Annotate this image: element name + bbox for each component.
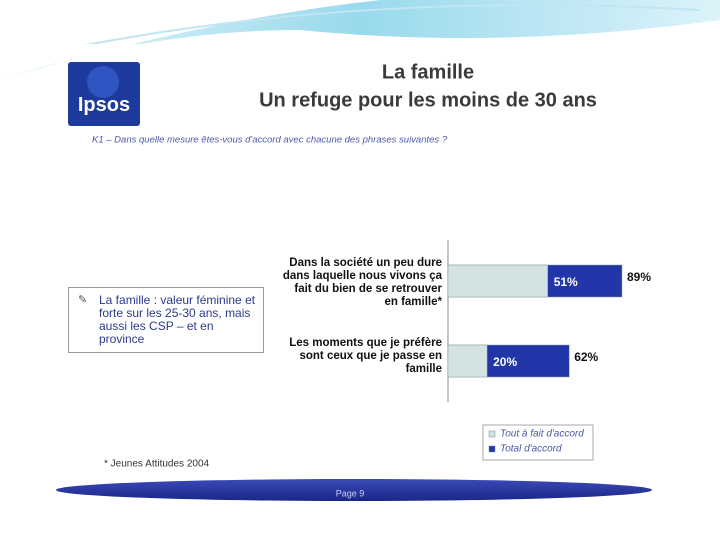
category-label: Les moments que je préfère sont ceux que…: [289, 337, 442, 375]
bar: [447, 344, 488, 378]
decoration: [0, 0, 720, 80]
value-label: 20%: [493, 355, 517, 369]
subtitle: Un refuge pour les moins de 30 ans: [259, 89, 597, 111]
bar: [447, 264, 548, 298]
note-box: ✎ La famille : valeur féminine et forte …: [68, 287, 264, 353]
title: La famille: [382, 61, 474, 83]
decoration: [59, 4, 701, 51]
footer-band: [56, 479, 652, 501]
footnote: * Jeunes Attitudes 2004: [104, 459, 210, 470]
legend-label: Total d'accord: [500, 444, 562, 455]
note: La famille : valeur féminine et forte su…: [99, 293, 256, 346]
legend-swatch: [488, 430, 496, 438]
question: K1 – Dans quelle mesure êtes-vous d'acco…: [92, 135, 448, 146]
value-label: 89%: [627, 270, 651, 284]
value-label: 62%: [574, 350, 598, 364]
footer: Page 9: [336, 488, 365, 498]
value-label: 51%: [554, 275, 578, 289]
logo: Ipsos: [78, 94, 130, 116]
legend: [482, 424, 594, 461]
bullet-icon: ✎: [78, 294, 88, 306]
logo-icon: [87, 66, 119, 98]
category-label: Dans la société un peu dure dans laquell…: [282, 257, 442, 308]
legend-swatch: [488, 445, 496, 453]
legend-label: Tout à fait d'accord: [500, 429, 584, 440]
